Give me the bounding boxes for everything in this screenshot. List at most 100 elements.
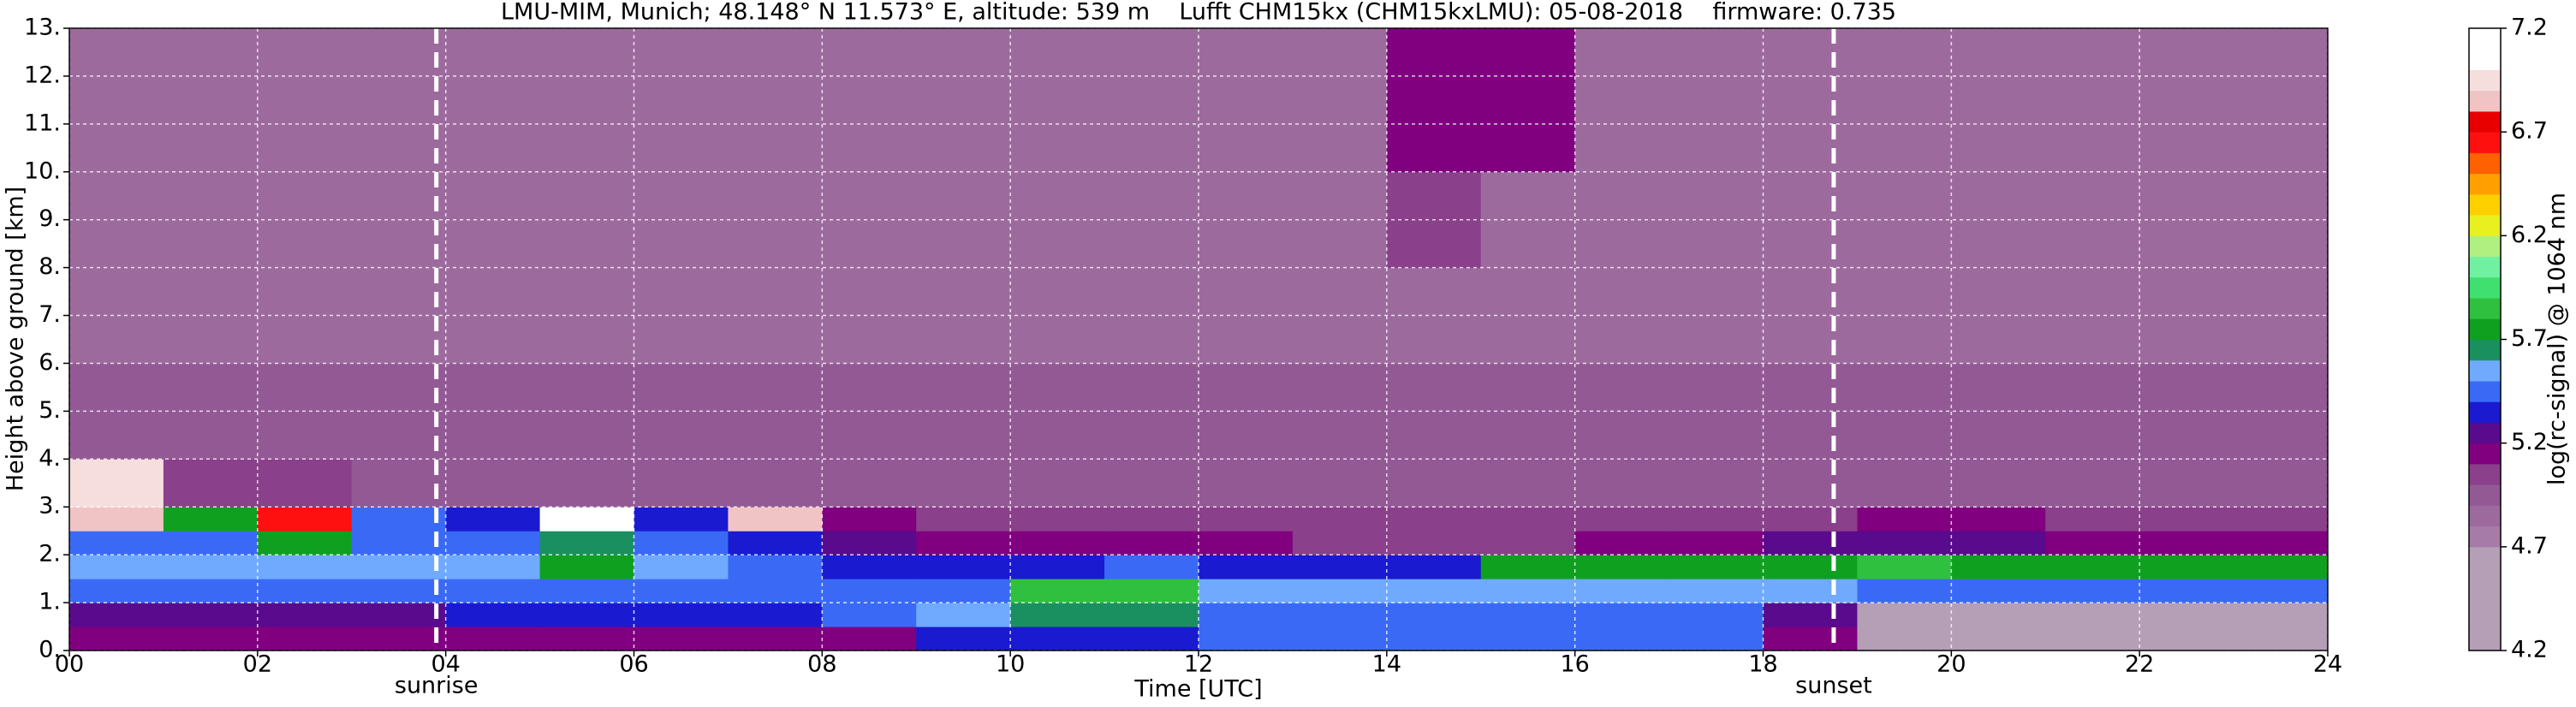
colorbar-swatch (2469, 256, 2501, 278)
heatmap-cell (445, 28, 541, 173)
heatmap-cell (351, 459, 447, 508)
heatmap-cell (2139, 603, 2234, 627)
heatmap-cell (1857, 579, 1952, 603)
heatmap-cell (1763, 579, 1858, 603)
colorbar-swatch (2469, 401, 2501, 423)
heatmap-cell (728, 555, 823, 579)
colorbar-swatch (2469, 110, 2501, 133)
chart-title: LMU-MIM, Munich; 48.148° N 11.573° E, al… (501, 0, 1896, 26)
heatmap-cell (916, 459, 1011, 508)
heatmap-cell (1199, 267, 1294, 364)
x-tick-label: 02 (243, 651, 272, 678)
x-tick-label: 22 (2125, 651, 2154, 678)
heatmap-cell (1574, 267, 1670, 364)
heatmap-cell (69, 459, 164, 508)
heatmap-cell (1199, 171, 1294, 269)
heatmap-cell (2045, 459, 2140, 508)
heatmap-cell (1104, 28, 1199, 173)
heatmap-cell (351, 579, 447, 603)
x-tick-label: 14 (1372, 651, 1401, 678)
heatmap-cell (822, 459, 917, 508)
heatmap-cell (1199, 603, 1294, 627)
heatmap-cell (2234, 28, 2329, 173)
colorbar-swatch (2469, 193, 2501, 216)
heatmap-cell (1010, 555, 1105, 579)
heatmap-cell (1010, 603, 1105, 627)
heatmap-cell (1010, 579, 1105, 603)
heatmap-cell (1669, 627, 1764, 651)
heatmap-cell (539, 459, 634, 508)
heatmap-cell (1010, 531, 1105, 556)
annotation-label: sunrise (395, 673, 479, 699)
heatmap-cell (1292, 555, 1388, 579)
heatmap-cell (257, 28, 353, 173)
heatmap-cell (822, 363, 917, 460)
heatmap-cell (2045, 627, 2140, 651)
heatmap-cell (1104, 459, 1199, 508)
heatmap-cell (822, 603, 917, 627)
colorbar-swatch (2469, 380, 2501, 402)
heatmap-cell (1951, 555, 2046, 579)
heatmap-cell (1480, 555, 1576, 579)
heatmap-cell (1857, 627, 1952, 651)
x-tick-label: 20 (1936, 651, 1966, 678)
heatmap-cell (916, 603, 1011, 627)
colorbar-swatch (2469, 463, 2501, 485)
heatmap-cell (1763, 603, 1858, 627)
heatmap-cell (634, 507, 729, 532)
y-tick-label: 6. (39, 349, 61, 376)
heatmap-cell (916, 507, 1011, 532)
colorbar-swatch (2469, 215, 2501, 236)
heatmap-cell (257, 627, 353, 651)
heatmap-cell (1386, 555, 1482, 579)
heatmap-cell (445, 531, 541, 556)
heatmap-cell (1104, 507, 1199, 532)
heatmap-cell (2139, 28, 2234, 173)
heatmap-cell (822, 627, 917, 651)
heatmap-cell (351, 28, 447, 173)
colorbar-swatch (2469, 173, 2501, 195)
heatmap-cell (1951, 459, 2046, 508)
heatmap-cell (1763, 531, 1858, 556)
x-tick-label: 16 (1560, 651, 1589, 678)
heatmap-cell (1574, 363, 1670, 460)
colorbar-swatch (2469, 152, 2501, 175)
heatmap-cell (69, 579, 164, 603)
heatmap-cell (634, 28, 729, 173)
colorbar-swatch (2469, 132, 2501, 153)
heatmap-cell (69, 507, 164, 532)
heatmap-cell (1199, 627, 1294, 651)
colorbar-swatch (2469, 609, 2501, 631)
colorbar-swatch (2469, 49, 2501, 70)
x-tick-label: 00 (55, 651, 84, 678)
heatmap-cell (1386, 459, 1482, 508)
heatmap-cell (1763, 28, 1858, 173)
heatmap-cell (2139, 555, 2234, 579)
heatmap-cell (2045, 507, 2140, 532)
heatmap-cell (2234, 627, 2329, 651)
heatmap-cell (1951, 603, 2046, 627)
heatmap-cell (1857, 507, 1952, 532)
heatmap-cell (1669, 459, 1764, 508)
heatmap-cell (257, 531, 353, 556)
heatmap-cell (822, 579, 917, 603)
heatmap-cell (634, 627, 729, 651)
y-tick-label: 12. (24, 62, 61, 88)
heatmap-cell (634, 459, 729, 508)
heatmap-cell (1292, 579, 1388, 603)
heatmap-cell (1951, 627, 2046, 651)
heatmap-cell (1292, 28, 1388, 173)
colorbar-tick-label: 5.2 (2511, 429, 2548, 455)
heatmap-cell (916, 627, 1011, 651)
heatmap-cell (1574, 171, 1670, 269)
heatmap-cell (163, 579, 259, 603)
heatmap-cell (1951, 28, 2046, 173)
heatmap-cell (2045, 555, 2140, 579)
y-tick-label: 3. (39, 493, 61, 520)
heatmap-cell (634, 555, 729, 579)
heatmap-cell (445, 579, 541, 603)
heatmap-cell (1951, 267, 2046, 364)
x-tick-label: 04 (431, 651, 460, 678)
heatmap-cell (1951, 363, 2046, 460)
